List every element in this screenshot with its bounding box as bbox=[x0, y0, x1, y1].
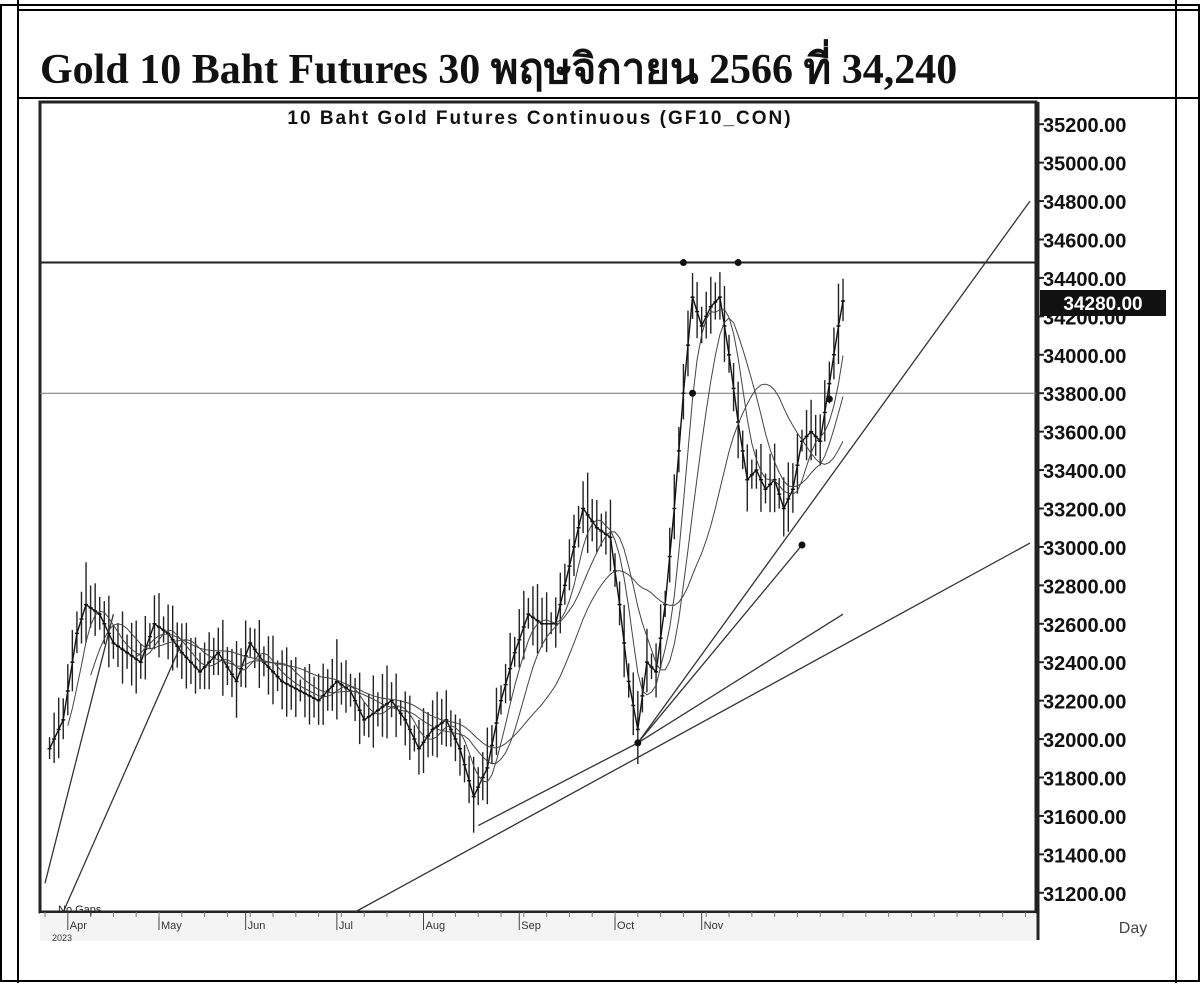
page-heading: Gold 10 Baht Futures 30 พฤษจิกายน 2566 ท… bbox=[40, 47, 958, 93]
y-tick-label: 31800.00 bbox=[1043, 769, 1126, 791]
y-tick-label: 33400.00 bbox=[1043, 461, 1126, 483]
trend-line bbox=[62, 642, 183, 913]
y-tick-label: 33200.00 bbox=[1043, 500, 1126, 522]
x-tick-label: May bbox=[161, 920, 182, 932]
x-tick-label: Aug bbox=[425, 920, 445, 932]
y-tick-label: 32000.00 bbox=[1043, 730, 1126, 752]
trend-line bbox=[637, 544, 803, 744]
chart-title: 10 Baht Gold Futures Continuous (GF10_CO… bbox=[287, 108, 792, 129]
last-price-label: 34280.00 bbox=[1063, 294, 1142, 315]
y-tick-label: 32200.00 bbox=[1043, 692, 1126, 714]
x-tick-label: Jul bbox=[339, 920, 353, 932]
y-tick-label: 32800.00 bbox=[1043, 576, 1126, 598]
plot-frame bbox=[38, 100, 1038, 914]
outer-border bbox=[0, 4, 1200, 982]
trend-line bbox=[637, 613, 844, 744]
y-tick-label: 32600.00 bbox=[1043, 615, 1126, 637]
moving-average-line bbox=[67, 309, 844, 783]
trend-line bbox=[637, 200, 1031, 744]
y-tick-label: 35200.00 bbox=[1043, 115, 1126, 137]
x-tick-label: Nov bbox=[704, 920, 724, 932]
close-line bbox=[48, 295, 844, 799]
y-tick-label: 33800.00 bbox=[1043, 384, 1126, 406]
y-tick-label: 34400.00 bbox=[1043, 269, 1126, 291]
x-tick-label: Jun bbox=[248, 920, 266, 932]
y-tick-label: 34800.00 bbox=[1043, 192, 1126, 214]
y-tick-label: 34000.00 bbox=[1043, 346, 1126, 368]
last-price-box bbox=[1040, 290, 1166, 316]
y-tick-label: 32400.00 bbox=[1043, 653, 1126, 675]
y-tick-label: 35000.00 bbox=[1043, 154, 1126, 176]
y-tick-label: 31200.00 bbox=[1043, 884, 1126, 906]
pivot-marker bbox=[825, 395, 833, 403]
y-tick-label: 33600.00 bbox=[1043, 423, 1126, 445]
pivot-marker bbox=[734, 259, 742, 267]
gaps-label: No Gaps bbox=[58, 904, 102, 916]
x-tick-label: Oct bbox=[617, 920, 634, 932]
y-tick-label: 31600.00 bbox=[1043, 807, 1126, 829]
period-label: Day bbox=[1119, 920, 1147, 937]
moving-average-line bbox=[135, 383, 844, 749]
year-label: 2023 bbox=[52, 933, 72, 943]
x-tick-label: Sep bbox=[521, 920, 541, 932]
trend-line bbox=[477, 742, 639, 827]
pivot-marker bbox=[798, 541, 806, 549]
time-axis-band bbox=[40, 913, 1036, 941]
y-tick-label: 34600.00 bbox=[1043, 231, 1126, 253]
trend-line bbox=[44, 614, 115, 884]
moving-average-line bbox=[90, 317, 844, 765]
x-tick-label: Apr bbox=[70, 920, 87, 932]
pivot-marker bbox=[634, 739, 642, 747]
pivot-marker bbox=[679, 259, 687, 267]
pivot-marker bbox=[689, 389, 697, 397]
y-tick-label: 31400.00 bbox=[1043, 845, 1126, 867]
y-tick-label: 33000.00 bbox=[1043, 538, 1126, 560]
trend-line bbox=[354, 542, 1031, 913]
